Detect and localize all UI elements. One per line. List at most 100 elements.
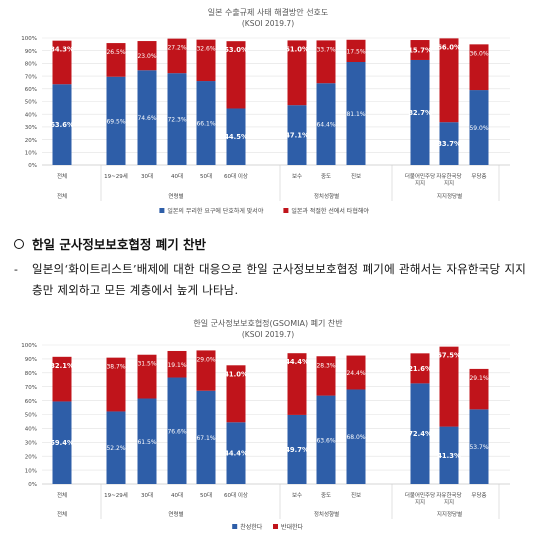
data-label-blue: 44.4%: [224, 450, 248, 458]
data-label-blue: 74.6%: [137, 115, 156, 122]
bar-segment-red: [316, 40, 336, 84]
data-label-blue: 64.4%: [316, 122, 335, 129]
data-label-blue: 47.1%: [285, 132, 309, 140]
bar-segment-red: [196, 39, 216, 82]
legend-swatch: [273, 524, 278, 529]
group-label: 지지정당별: [437, 192, 462, 200]
bar-segment-red: [439, 346, 459, 427]
data-label-blue: 66.1%: [196, 121, 215, 128]
x-category-label: 19~29세: [104, 172, 128, 180]
bar-segment-blue: [167, 377, 187, 484]
y-tick-label: 100%: [21, 36, 37, 42]
x-category-label: 40대: [171, 172, 183, 180]
bar-segment-red: [167, 38, 187, 74]
bar-segment-blue: [226, 108, 246, 165]
data-label-red: 57.5%: [437, 352, 461, 360]
x-category-label: 보수: [292, 173, 302, 180]
data-label-red: 53.0%: [224, 46, 248, 54]
x-category-label: 중도: [321, 492, 331, 499]
bar-segment-blue: [167, 73, 187, 165]
bar-segment-red: [346, 355, 366, 390]
bar-segment-blue: [226, 422, 246, 484]
bar-segment-blue: [106, 76, 126, 165]
data-label-blue: 49.7%: [285, 446, 309, 454]
data-label-blue: 53.7%: [469, 444, 488, 451]
data-label-red: 51.0%: [285, 45, 309, 53]
data-label-blue: 68.0%: [346, 434, 365, 441]
bar-segment-blue: [106, 411, 126, 484]
chart-title: 일본 수출규제 사태 해결방안 선호도: [208, 7, 329, 17]
bar-segment-red: [226, 41, 246, 109]
y-tick-label: 10%: [25, 468, 37, 474]
data-label-red: 26.5%: [106, 49, 125, 56]
section-heading-text: 한일 군사정보보호협정 폐기 찬반: [32, 237, 207, 252]
x-category-label: 30대: [141, 491, 153, 499]
data-label-red: 28.3%: [316, 362, 335, 369]
y-tick-label: 20%: [25, 138, 37, 144]
y-tick-label: 100%: [21, 343, 37, 349]
data-label-red: 17.5%: [346, 48, 365, 55]
x-category-label: 자유한국당 지지: [436, 172, 461, 187]
data-label-red: 66.0%: [437, 43, 461, 51]
group-label: 지지정당별: [437, 510, 462, 518]
bar-segment-red: [137, 354, 157, 399]
bar-segment-blue: [346, 62, 366, 165]
x-category-label: 보수: [292, 492, 302, 499]
group-label: 정치성향별: [314, 192, 339, 200]
data-label-red: 31.5%: [137, 361, 156, 368]
data-label-blue: 52.2%: [106, 445, 125, 452]
group-label: 전체: [57, 510, 67, 518]
x-category-label: 50대: [200, 491, 212, 499]
bar-segment-blue: [469, 409, 489, 484]
data-label-red: 29.0%: [196, 356, 215, 363]
group-label: 정치성향별: [314, 510, 339, 518]
y-tick-label: 50%: [25, 100, 37, 106]
bar-segment-red: [52, 40, 72, 85]
x-category-label: 전체: [57, 491, 67, 499]
data-label-red: 44.4%: [285, 358, 309, 366]
y-tick-label: 40%: [25, 427, 37, 433]
x-category-label: 40대: [171, 491, 183, 499]
dash-marker: -: [14, 262, 18, 276]
data-label-red: 27.2%: [167, 45, 186, 52]
data-label-red: 19.1%: [167, 362, 186, 369]
bar-segment-red: [167, 350, 187, 378]
data-label-blue: 41.3%: [437, 452, 461, 460]
bar-segment-red: [410, 353, 430, 384]
x-category-label: 전체: [57, 172, 67, 180]
bar-segment-red: [410, 40, 430, 60]
bullet-text: 일본의‘화이트리스트’배제에 대한 대응으로 한일 군사정보보호협정 폐기에 관…: [32, 262, 526, 297]
data-label-blue: 59.0%: [469, 125, 488, 132]
x-category-label: 무당층: [471, 172, 486, 180]
data-label-blue: 76.6%: [167, 428, 186, 435]
legend-label: 일본의 무리한 요구에 단호하게 맞서야: [167, 207, 263, 215]
bar-segment-blue: [137, 398, 157, 484]
bar-segment-blue: [316, 395, 336, 484]
text-section: 한일 군사정보보호협정 폐기 찬반 - 일본의‘화이트리스트’배제에 대한 대응…: [14, 234, 526, 301]
x-category-label: 진보: [351, 172, 361, 180]
bar-segment-red: [469, 44, 489, 91]
bar-segment-red: [316, 356, 336, 396]
y-tick-label: 70%: [25, 74, 37, 80]
data-label-red: 32.6%: [196, 46, 215, 53]
data-label-red: 29.1%: [469, 375, 488, 382]
group-label: 연령별: [168, 192, 183, 200]
chart-subtitle: (KSOI 2019.7): [242, 19, 294, 28]
group-label: 연령별: [168, 510, 183, 518]
bar-segment-blue: [410, 59, 430, 165]
y-tick-label: 80%: [25, 371, 37, 377]
y-tick-label: 70%: [25, 385, 37, 391]
legend-swatch: [232, 524, 238, 529]
x-category-label: 50대: [200, 172, 212, 180]
data-label-red: 41.0%: [224, 370, 248, 378]
data-label-blue: 59.4%: [50, 439, 74, 447]
y-tick-label: 60%: [25, 399, 37, 405]
group-label: 전체: [57, 192, 67, 200]
bar-segment-red: [287, 40, 307, 106]
data-label-red: 15.7%: [408, 47, 432, 55]
bar-segment-red: [287, 353, 307, 415]
bar-segment-red: [137, 41, 157, 71]
data-label-red: 32.1%: [50, 362, 74, 370]
y-tick-label: 0%: [28, 163, 37, 169]
bar-segment-red: [196, 350, 216, 391]
